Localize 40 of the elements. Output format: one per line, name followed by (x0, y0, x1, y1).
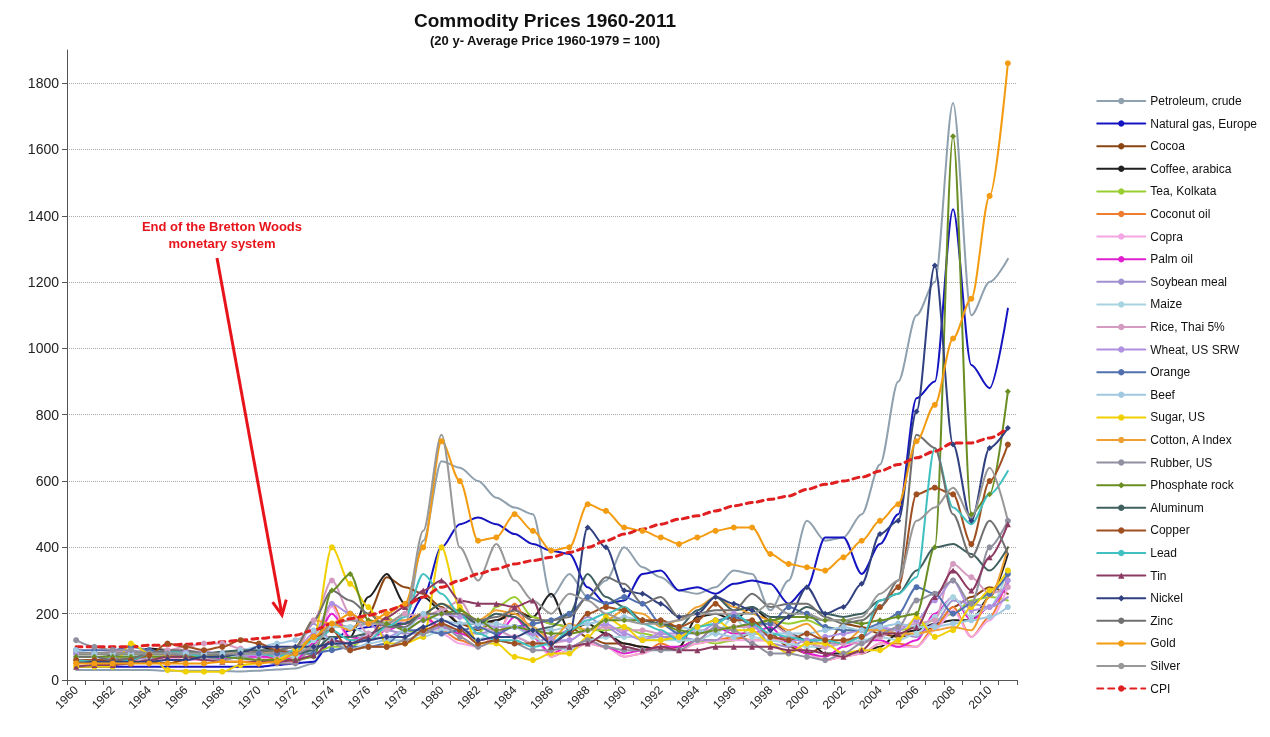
legend-label: Coffee, arabica (1150, 161, 1232, 176)
legend-label: Nickel (1150, 591, 1183, 606)
y-tick-label: 600 (35, 473, 60, 490)
legend-label: Copper (1150, 523, 1190, 538)
legend-label: Silver (1150, 659, 1181, 673)
legend-label: Phosphate rock (1150, 478, 1235, 493)
legend-label: Soybean meal (1150, 274, 1227, 289)
y-tick-label: 1200 (27, 274, 60, 291)
legend-label: Palm oil (1150, 252, 1193, 267)
legend-label: Petroleum, crude (1150, 94, 1242, 108)
legend-label: Copra (1150, 229, 1184, 244)
y-tick-label: 1600 (27, 141, 60, 158)
legend-label: Orange (1150, 365, 1191, 380)
legend-label: Rubber, US (1150, 455, 1213, 470)
annotation: End of the Bretton Woods monetary system (140, 218, 304, 252)
y-tick-label: 800 (35, 406, 60, 423)
y-tick-label: 0 (51, 672, 60, 688)
legend-label: Maize (1150, 297, 1183, 312)
legend-label: CPI (1150, 681, 1171, 696)
y-tick-label: 1400 (27, 207, 60, 224)
legend-label: Rice, Thai 5% (1150, 320, 1226, 334)
y-tick-label: 1000 (27, 340, 60, 357)
chart-title: Commodity Prices 1960-2011 (414, 10, 677, 31)
legend-label: Coconut oil (1150, 207, 1211, 221)
legend-label: Zinc (1150, 613, 1173, 628)
legend-label: Cocoa (1150, 139, 1186, 154)
y-tick-label: 1800 (27, 75, 60, 92)
legend-label: Cotton, A Index (1150, 433, 1232, 447)
legend-label: Natural gas, Europe (1150, 116, 1258, 131)
legend-label: Gold (1150, 636, 1176, 651)
legend-label: Tea, Kolkata (1150, 184, 1217, 199)
legend-label: Wheat, US SRW (1150, 342, 1241, 357)
legend-label: Tin (1150, 568, 1167, 583)
legend-label: Sugar, US (1150, 410, 1205, 425)
chart-subtitle: (20 y- Average Price 1960-1979 = 100) (430, 33, 660, 48)
legend-label: Aluminum (1150, 500, 1204, 515)
legend-label: Beef (1150, 387, 1176, 402)
y-tick-label: 200 (35, 605, 60, 622)
y-tick-label: 400 (35, 539, 60, 556)
legend-label: Lead (1150, 546, 1177, 560)
